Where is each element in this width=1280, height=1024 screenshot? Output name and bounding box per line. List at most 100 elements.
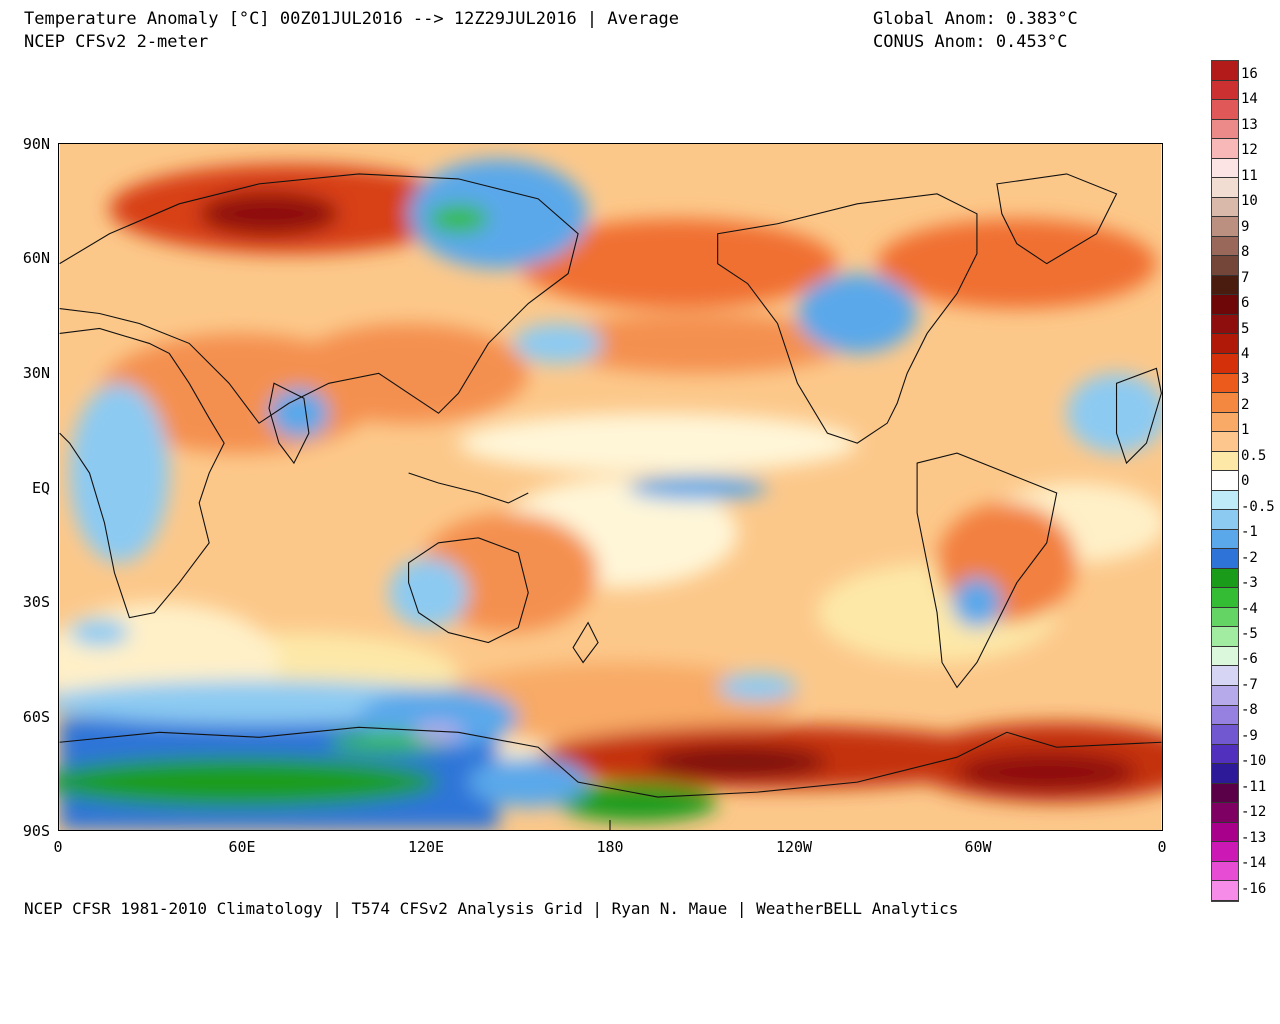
lon-label-0: 0 <box>53 838 63 856</box>
colorbar-swatch <box>1212 510 1238 530</box>
eurasia-outline <box>59 173 579 424</box>
colorbar-swatch <box>1212 256 1238 276</box>
colorbar-swatch <box>1212 861 1238 882</box>
colorbar-label: 6 <box>1241 295 1250 312</box>
colorbar-swatch <box>1212 842 1238 862</box>
india-outline <box>268 382 310 465</box>
colorbar-swatch <box>1212 451 1238 472</box>
colorbar-swatch <box>1212 822 1238 843</box>
lat-label-90s: 90S <box>22 822 50 840</box>
greenland-outline <box>996 173 1118 265</box>
colorbar-label: 0 <box>1241 473 1250 490</box>
colorbar-swatch <box>1212 61 1238 81</box>
cool-anomaly-zone <box>388 557 469 628</box>
colorbar-swatch <box>1212 881 1238 901</box>
colorbar-swatch <box>1212 646 1238 667</box>
credits-footer: NCEP CFSR 1981-2010 Climatology | T574 C… <box>24 899 959 918</box>
cool-anomaly-zone <box>69 383 170 563</box>
colorbar <box>1211 60 1239 902</box>
colorbar-label: 3 <box>1241 371 1250 388</box>
colorbar-swatch <box>1212 549 1238 569</box>
warm-anomaly-zone <box>518 218 838 309</box>
cool-anomaly-zone <box>952 577 1002 628</box>
colorbar-label: -8 <box>1241 702 1258 719</box>
colorbar-label: -7 <box>1241 676 1258 693</box>
map-title: Temperature Anomaly [°C] 00Z01JUL2016 --… <box>24 9 680 29</box>
new-zealand-outline <box>572 621 599 664</box>
conus-anomaly-readout: CONUS Anom: 0.453°C <box>873 32 1068 52</box>
colorbar-swatch <box>1212 334 1238 354</box>
colorbar-label: -4 <box>1241 600 1258 617</box>
very-cold-anomaly-zone <box>413 722 464 743</box>
colorbar-label: 0.5 <box>1241 447 1267 464</box>
iberia-africa-outline <box>1115 367 1162 465</box>
cold-anomaly-zone <box>358 687 519 748</box>
colorbar-label: 5 <box>1241 320 1250 337</box>
colorbar-swatch <box>1212 158 1238 179</box>
near-zero-zone <box>458 413 858 474</box>
indonesia-outline <box>408 472 529 504</box>
colorbar-swatch <box>1212 764 1238 784</box>
colorbar-label: 4 <box>1241 346 1250 362</box>
colorbar-swatch <box>1212 568 1238 589</box>
colorbar-label: 13 <box>1241 116 1258 133</box>
antarctica-outline <box>59 726 1162 798</box>
colorbar-label: -5 <box>1241 626 1258 642</box>
colorbar-label: -0.5 <box>1241 498 1275 515</box>
colorbar-swatch <box>1212 217 1238 237</box>
colorbar-swatch <box>1212 803 1238 823</box>
very-cold-anomaly-zone <box>428 204 489 233</box>
colorbar-label: -2 <box>1241 549 1258 566</box>
cool-anomaly-zone <box>717 673 798 702</box>
colorbar-swatch <box>1212 295 1238 315</box>
north-america-outline <box>717 193 978 444</box>
colorbar-swatch <box>1212 373 1238 394</box>
colorbar-label: 8 <box>1241 244 1250 261</box>
hot-anomaly-zone <box>199 191 339 236</box>
colorbar-label: -13 <box>1241 829 1267 846</box>
hot-anomaly-zone <box>647 746 828 779</box>
global-anomaly-readout: Global Anom: 0.383°C <box>873 9 1078 29</box>
colorbar-label: -12 <box>1241 804 1267 821</box>
colorbar-label: 9 <box>1241 218 1250 235</box>
colorbar-label: 7 <box>1241 269 1250 286</box>
lat-label-30n: 30N <box>22 364 50 382</box>
lon-label-120w: 120W <box>775 838 813 856</box>
lon-label-180: 180 <box>596 838 624 856</box>
colorbar-swatch <box>1212 139 1238 159</box>
colorbar-label: 16 <box>1241 66 1258 82</box>
warm-anomaly-zone <box>548 313 848 374</box>
lat-label-60n: 60N <box>22 249 50 267</box>
colorbar-swatch <box>1212 236 1238 257</box>
colorbar-swatch <box>1212 314 1238 335</box>
lon-label-120e: 120E <box>407 838 445 856</box>
colorbar-swatch <box>1212 412 1238 433</box>
lon-label-60w: 60W <box>964 838 992 856</box>
colorbar-label: -9 <box>1241 727 1258 744</box>
colorbar-label: 1 <box>1241 422 1250 439</box>
colorbar-label: -14 <box>1241 855 1267 872</box>
colorbar-swatch <box>1212 471 1238 491</box>
cool-anomaly-zone <box>408 158 589 269</box>
colorbar-label: 14 <box>1241 91 1258 108</box>
cool-anomaly-zone <box>627 476 768 500</box>
very-cold-anomaly-zone <box>558 782 718 823</box>
colorbar-label: -1 <box>1241 524 1258 541</box>
lat-label-eq: EQ <box>31 479 50 497</box>
cool-anomaly-zone <box>513 323 604 364</box>
lat-label-30s: 30S <box>22 593 50 611</box>
warm-anomaly-zone <box>438 662 798 743</box>
coastlines <box>59 173 1162 798</box>
cold-anomaly-zone <box>468 757 589 808</box>
colorbar-swatch <box>1212 432 1238 452</box>
colorbar-swatch <box>1212 490 1238 511</box>
colorbar-label: 11 <box>1241 167 1258 184</box>
colorbar-label: 2 <box>1241 396 1250 413</box>
map-subtitle: NCEP CFSv2 2-meter <box>24 32 209 52</box>
colorbar-swatch <box>1212 627 1238 647</box>
colorbar-swatch <box>1212 80 1238 101</box>
south-america-outline <box>916 452 1058 689</box>
colorbar-label: -16 <box>1241 880 1267 897</box>
lat-label-90n: 90N <box>22 135 50 153</box>
colorbar-label: -6 <box>1241 651 1258 668</box>
